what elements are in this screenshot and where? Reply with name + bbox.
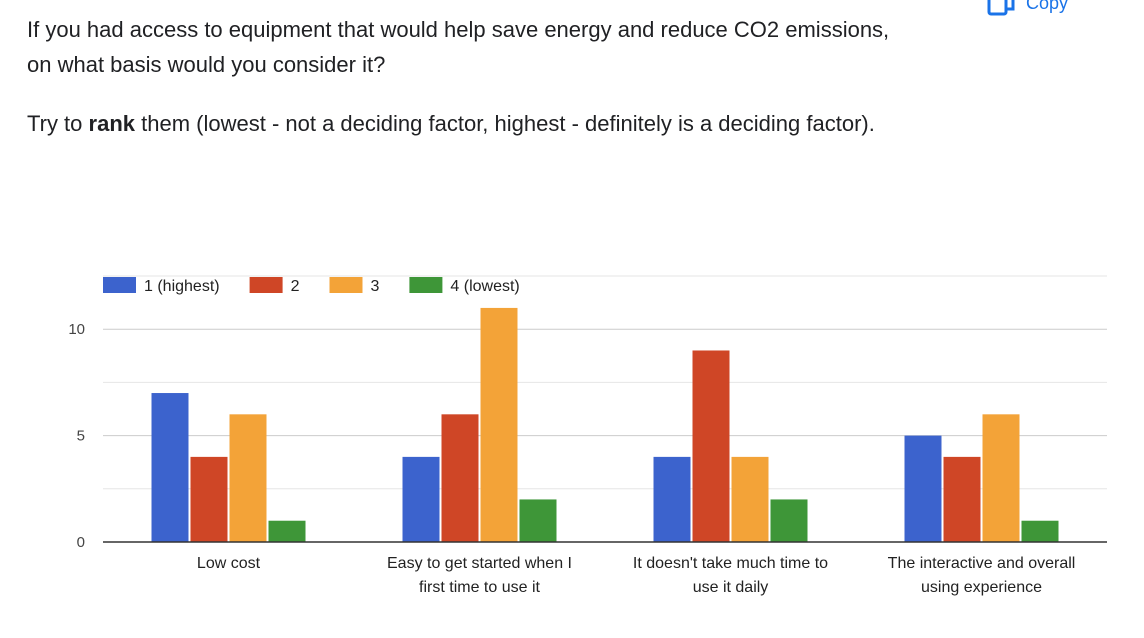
instruction-bold-word: rank	[88, 111, 136, 136]
bar-3-3	[1021, 520, 1059, 542]
legend-swatch-0	[103, 277, 136, 293]
legend: 1 (highest) 2 3 4 (lowest)	[103, 277, 520, 295]
bar-1-3	[519, 499, 557, 542]
legend-label-2: 3	[371, 278, 380, 295]
x-tick-label-1-1: first time to use it	[419, 579, 540, 596]
bar-3-0	[904, 435, 942, 542]
bar-2-1	[692, 350, 730, 542]
x-tick-label-0-0: Low cost	[197, 555, 261, 572]
instruction-before: Try to	[27, 111, 89, 136]
copy-label: Copy	[1026, 0, 1069, 13]
bar-0-2	[229, 414, 267, 542]
y-tick-label-1: 5	[77, 428, 85, 445]
copy-button[interactable]: Copy	[986, 0, 1068, 20]
copy-icon	[986, 0, 1016, 18]
bar-0-3	[268, 520, 306, 542]
instruction-after: them (lowest - not a deciding factor, hi…	[135, 111, 875, 136]
legend-label-3: 4 (lowest)	[450, 278, 519, 295]
x-tick-label-3-0: The interactive and overall	[888, 555, 1076, 572]
x-tick-label-1-0: Easy to get started when I	[387, 555, 572, 572]
bar-3-1	[943, 456, 981, 542]
bar-2-2	[731, 456, 769, 542]
bar-3-2	[982, 414, 1020, 542]
y-tick-label-2: 10	[68, 321, 85, 338]
y-tick-labels: 0 5 10	[68, 321, 85, 551]
legend-label-1: 2	[291, 278, 300, 295]
y-tick-label-0: 0	[77, 534, 85, 551]
x-tick-label-3-1: using experience	[921, 579, 1042, 596]
x-tick-labels: Low cost Easy to get started when I first …	[197, 555, 1075, 596]
x-tick-label-2-1: use it daily	[693, 579, 769, 596]
legend-swatch-3	[409, 277, 443, 293]
legend-swatch-1	[249, 277, 283, 293]
legend-swatch-2	[329, 277, 363, 293]
question-text: If you had access to equipment that woul…	[27, 17, 890, 77]
instruction-text: Try to rank them (lowest - not a decidin…	[27, 106, 927, 141]
bar-2-0	[653, 456, 691, 542]
legend-label-0: 1 (highest)	[144, 278, 220, 295]
bar-1-0	[402, 456, 440, 542]
bar-1-1	[441, 414, 479, 542]
x-tick-label-2-0: It doesn't take much time to	[633, 555, 828, 572]
bar-0-0	[151, 393, 189, 542]
bar-1-2	[480, 307, 518, 542]
bar-0-1	[190, 456, 228, 542]
bar-2-3	[770, 499, 808, 542]
bars	[151, 307, 1059, 542]
